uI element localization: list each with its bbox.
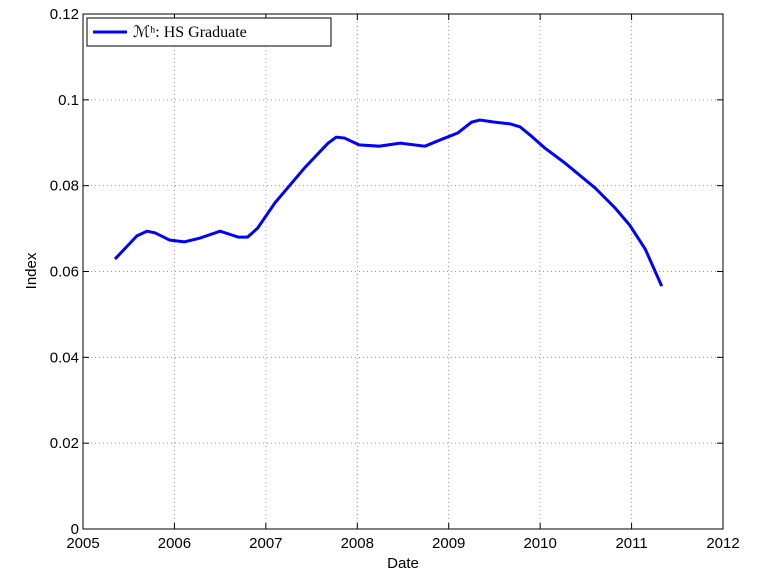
legend-label: ℳʰ: HS Graduate bbox=[133, 24, 247, 41]
y-tick-label: 0.04 bbox=[50, 349, 79, 366]
x-tick-label: 2010 bbox=[523, 535, 556, 552]
y-tick-label: 0 bbox=[71, 521, 79, 538]
legend-box bbox=[86, 17, 332, 47]
x-tick-label: 2007 bbox=[249, 535, 282, 552]
y-axis-label: Index bbox=[23, 252, 40, 289]
x-tick-label: 2012 bbox=[706, 535, 739, 552]
x-tick-label: 2011 bbox=[615, 535, 647, 552]
y-tick-label: 0.1 bbox=[58, 92, 79, 109]
y-tick-label: 0.06 bbox=[50, 264, 79, 281]
x-tick-label: 2005 bbox=[66, 535, 99, 552]
axes-box bbox=[82, 13, 724, 530]
y-tick-label: 0.02 bbox=[50, 435, 79, 452]
y-tick-label: 0.08 bbox=[50, 178, 79, 195]
x-axis-label: Date bbox=[387, 555, 419, 572]
x-tick-label: 2008 bbox=[341, 535, 374, 552]
x-tick-label: 2009 bbox=[432, 535, 465, 552]
y-tick-label: 0.12 bbox=[50, 6, 79, 23]
x-tick-label: 2006 bbox=[158, 535, 191, 552]
data-line bbox=[113, 118, 664, 287]
